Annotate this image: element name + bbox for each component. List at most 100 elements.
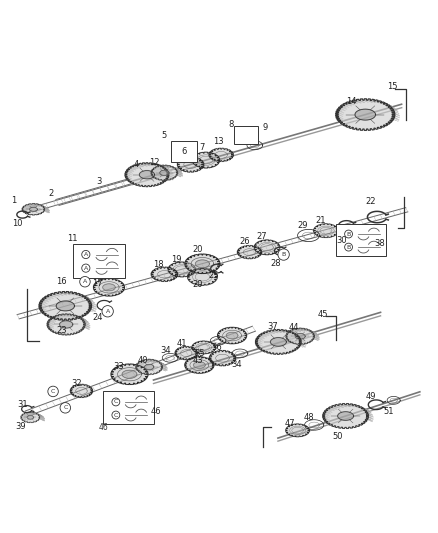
Polygon shape [136, 359, 162, 375]
Polygon shape [168, 262, 196, 277]
Text: 26: 26 [239, 237, 250, 246]
Text: A: A [83, 279, 87, 284]
Text: 2: 2 [48, 189, 53, 198]
Text: 34: 34 [160, 346, 171, 355]
Text: 20: 20 [192, 245, 202, 254]
Text: B: B [346, 245, 351, 249]
Circle shape [278, 249, 289, 260]
Bar [103, 391, 153, 424]
Polygon shape [255, 329, 301, 354]
Text: 49: 49 [366, 392, 376, 401]
Text: C: C [114, 399, 118, 405]
Polygon shape [194, 362, 205, 368]
Polygon shape [39, 292, 92, 320]
Polygon shape [192, 341, 215, 354]
Text: 17: 17 [92, 279, 103, 288]
Text: 1: 1 [11, 196, 16, 205]
Text: 41: 41 [177, 339, 187, 348]
Polygon shape [226, 332, 238, 339]
Text: 37: 37 [267, 322, 278, 331]
Text: 43: 43 [193, 356, 203, 365]
Text: 8: 8 [228, 120, 233, 128]
Text: A: A [84, 265, 88, 271]
Polygon shape [314, 224, 339, 238]
Text: 40: 40 [138, 356, 148, 365]
Polygon shape [185, 254, 220, 273]
Text: 22: 22 [366, 197, 376, 206]
Text: B: B [282, 252, 286, 257]
Polygon shape [160, 170, 169, 175]
Text: 16: 16 [57, 277, 67, 286]
Bar [234, 126, 258, 144]
Polygon shape [56, 301, 74, 311]
Text: C: C [63, 405, 67, 410]
Polygon shape [338, 411, 353, 421]
Text: 11: 11 [67, 234, 78, 243]
Text: 19: 19 [171, 255, 181, 264]
Text: 27: 27 [257, 232, 267, 241]
Polygon shape [192, 152, 220, 168]
Polygon shape [139, 171, 155, 179]
Text: A: A [106, 309, 110, 314]
Bar [171, 141, 197, 161]
Text: 29: 29 [297, 221, 308, 230]
Text: 51: 51 [383, 407, 394, 416]
Circle shape [80, 277, 90, 287]
Text: 7: 7 [200, 143, 205, 151]
Text: 32: 32 [72, 379, 82, 388]
Text: 30: 30 [336, 236, 346, 245]
Text: 15: 15 [388, 82, 398, 91]
Polygon shape [187, 269, 217, 285]
Text: 23: 23 [57, 326, 67, 335]
Text: 25: 25 [208, 271, 219, 280]
Polygon shape [286, 328, 314, 344]
Circle shape [48, 386, 58, 397]
Polygon shape [151, 267, 178, 281]
Text: 38: 38 [374, 239, 385, 248]
Text: C: C [114, 413, 118, 417]
Polygon shape [286, 424, 310, 437]
Polygon shape [209, 148, 233, 161]
Circle shape [60, 402, 71, 413]
Polygon shape [60, 321, 73, 328]
Polygon shape [295, 334, 305, 339]
Polygon shape [323, 403, 369, 429]
Text: 31: 31 [17, 400, 28, 409]
Bar [73, 244, 125, 278]
Text: 50: 50 [332, 432, 343, 441]
Polygon shape [336, 99, 395, 131]
Text: 34: 34 [231, 360, 242, 369]
Polygon shape [217, 327, 247, 344]
Text: 21: 21 [315, 216, 325, 225]
Text: 4: 4 [134, 160, 139, 169]
Text: B: B [346, 231, 351, 237]
Text: 5: 5 [162, 131, 167, 140]
Polygon shape [125, 163, 169, 187]
Polygon shape [195, 260, 209, 268]
Bar [336, 223, 386, 256]
Polygon shape [122, 370, 137, 378]
Circle shape [102, 305, 113, 317]
Text: 35: 35 [194, 349, 205, 358]
Polygon shape [145, 364, 154, 369]
Polygon shape [175, 346, 198, 360]
Text: 46: 46 [99, 423, 109, 432]
Polygon shape [185, 357, 214, 373]
Polygon shape [111, 364, 148, 384]
Text: 48: 48 [303, 413, 314, 422]
Text: 10: 10 [12, 219, 22, 228]
Text: 20: 20 [193, 280, 203, 289]
Text: 12: 12 [149, 158, 159, 167]
Text: 14: 14 [346, 97, 356, 106]
Polygon shape [151, 165, 178, 181]
Polygon shape [254, 240, 280, 255]
Text: 45: 45 [318, 310, 328, 319]
Text: 46: 46 [150, 407, 161, 416]
Text: 6: 6 [181, 147, 187, 156]
Text: 3: 3 [96, 176, 102, 185]
Text: 28: 28 [270, 259, 281, 268]
Polygon shape [93, 279, 125, 296]
Polygon shape [270, 337, 286, 346]
Text: A: A [84, 252, 88, 257]
Polygon shape [102, 284, 115, 291]
